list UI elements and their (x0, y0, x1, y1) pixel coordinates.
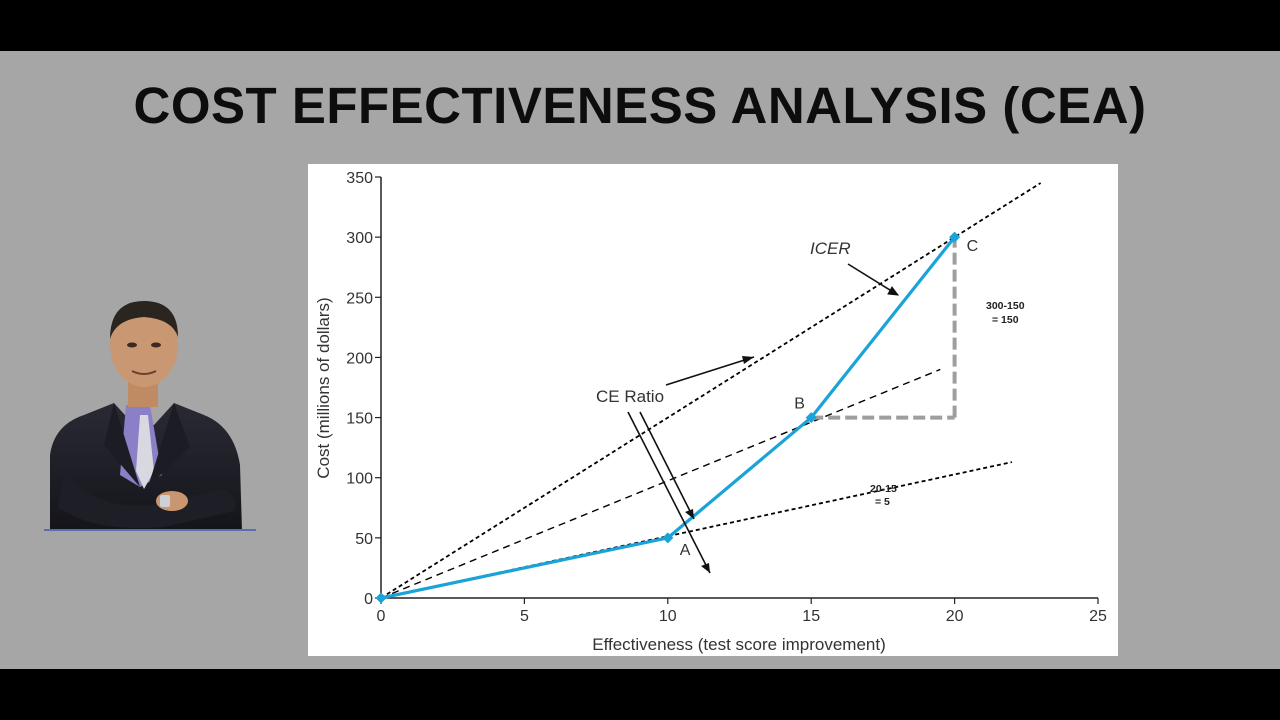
icer-annotation: ICER (810, 239, 851, 258)
y-tick-label: 350 (346, 170, 373, 187)
y-axis-title: Cost (millions of dollars) (314, 297, 333, 478)
x-axis-title: Effectiveness (test score improvement) (592, 635, 886, 654)
slide-title: COST EFFECTIVENESS ANALYSIS (CEA) (133, 77, 1147, 134)
y-tick-label: 100 (346, 471, 373, 488)
ce-ratio-arrow-3 (627, 411, 711, 574)
y-tick-label: 0 (364, 591, 373, 608)
y-tick-label: 150 (346, 411, 373, 428)
icer-arrow (847, 263, 899, 296)
delta-y-label-2: = 150 (992, 314, 1019, 326)
y-tick-label: 250 (346, 290, 373, 307)
point-label: A (680, 542, 691, 559)
ce-ratio-annotation: CE Ratio (596, 387, 664, 406)
x-tick-label: 0 (377, 608, 386, 625)
x-tick-label: 10 (659, 608, 677, 625)
slide-stage: COST EFFECTIVENESS ANALYSIS (CEA) (0, 51, 1280, 669)
icer-arrowhead (887, 286, 900, 296)
data-point-marker (662, 532, 674, 544)
ce-ratio-arrowhead-2 (685, 509, 694, 519)
y-tick-label: 50 (355, 531, 373, 548)
ce-ratio-line (380, 182, 1042, 599)
y-tick-label: 200 (346, 350, 373, 367)
delta-y-label-1: 300-150 (986, 300, 1025, 312)
cost-effectiveness-series (380, 236, 956, 600)
y-tick-label: 300 (346, 230, 373, 247)
x-tick-label: 20 (946, 608, 964, 625)
x-tick-label: 5 (520, 608, 529, 625)
data-point-marker (949, 231, 961, 243)
delta-x-label-2: = 5 (875, 496, 890, 508)
point-label: B (794, 396, 805, 413)
ce-ratio-arrowhead-3 (701, 563, 710, 573)
point-label: C (967, 238, 979, 255)
x-tick-label: 25 (1089, 608, 1107, 625)
ce-ratio-line (380, 368, 941, 599)
ce-ratio-arrowhead-1 (742, 356, 754, 364)
ce-ratio-arrow-1 (665, 356, 755, 386)
cea-chart: 0 5 10 15 20 25 0 50 100 150 200 250 300 350 A B C Eff… (314, 170, 1107, 654)
chart-card: 0 5 10 15 20 25 0 50 100 150 200 250 300 350 A B C Eff… (308, 164, 1118, 656)
data-point-marker (375, 592, 387, 604)
data-point-marker (805, 412, 817, 424)
ce-ratio-arrow-2 (639, 411, 695, 520)
presenter-photo (44, 275, 256, 531)
x-tick-label: 15 (802, 608, 820, 625)
delta-x-label-1: 20-15 (870, 483, 897, 495)
